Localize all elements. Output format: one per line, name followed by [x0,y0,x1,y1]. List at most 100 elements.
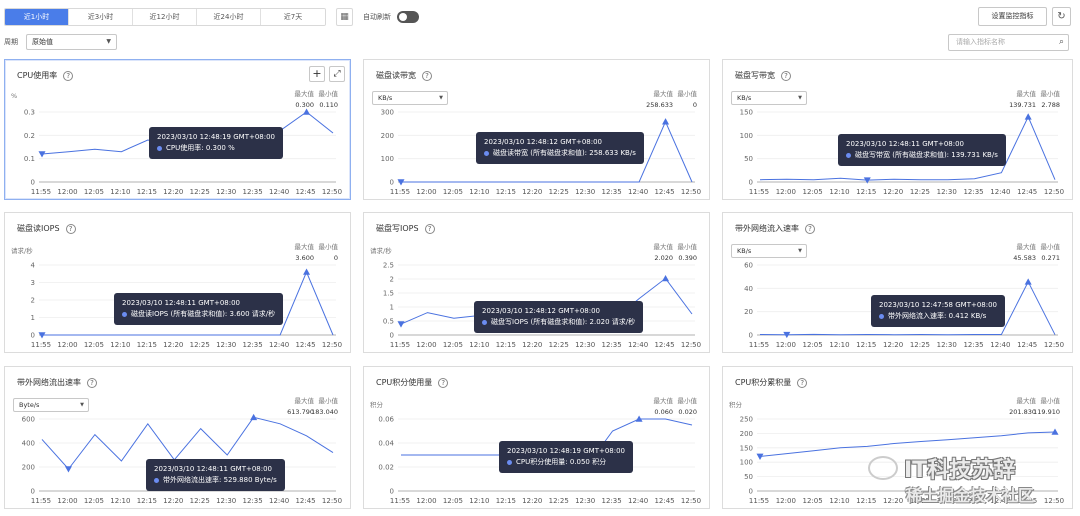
x-tick-label: 12:15 [496,188,516,196]
panel-disk-read-iops[interactable]: 磁盘读IOPS? 请求/秒 最大值 3.600 最小值 0 4 3 2 1 0 11:55 12:00 1… [4,212,351,353]
min-value-label: 最小值 [1040,397,1061,405]
help-icon[interactable]: ? [438,377,449,388]
x-tick-label: 12:40 [628,497,648,505]
chart-tooltip: 2023/03/10 12:48:11 GMT+08:00 磁盘写带宽 (所有磁盘… [838,134,1006,166]
tooltip-time: 2023/03/10 12:48:11 GMT+08:00 [846,140,965,148]
line-chart[interactable]: 600 400 200 011:55 12:00 12:05 12:10 12:15 12:20… [5,367,352,510]
panel-title-text: 磁盘写IOPS [376,224,419,233]
x-tick-label: 12:35 [243,188,263,196]
line-chart[interactable]: 60 40 20 011:55 12:00 12:05 12:10 12:15 12:20 12:… [723,213,1074,354]
x-tick-label: 11:55 [390,341,410,349]
chart-tooltip: 2023/03/10 12:48:19 GMT+08:00 CPU积分使用量: 0… [499,441,634,473]
help-icon[interactable]: ? [424,223,435,234]
panel-disk-write-iops[interactable]: 磁盘写IOPS? 请求/秒 最大值 2.020 最小值 0.390 2.5 2 1.5 1 0.5 0… [363,212,710,353]
unit-select-value: KB/s [737,94,752,102]
unit-select[interactable]: KB/s ▼ [372,91,448,105]
refresh-icon[interactable]: ↻ [1052,7,1071,26]
help-icon[interactable]: ? [805,223,815,234]
max-value: 最大值 258.633 [646,88,673,109]
tooltip-value: CPU使用率: 0.300 % [166,144,235,152]
tab-4[interactable]: 近7天 [261,8,325,25]
tab-0[interactable]: 近1小时 [5,8,69,25]
min-value-label: 最小值 [677,397,698,405]
min-value-value: 119.910 [1033,408,1060,416]
unit-select[interactable]: KB/s ▼ [731,91,807,105]
x-tick-label: 12:20 [522,341,542,349]
tab-3[interactable]: 近24小时 [197,8,261,25]
x-tick-label: 12:30 [937,188,957,196]
legend-dot-icon [482,319,487,325]
tooltip-value-row: 磁盘写带宽 (所有磁盘求和值): 139.731 KB/s [846,150,998,161]
help-icon[interactable]: ? [65,223,76,234]
help-icon[interactable]: ? [797,377,808,388]
min-value-label: 最小值 [677,243,698,251]
unit-select-value: KB/s [378,94,393,102]
tab-1[interactable]: 近3小时 [69,8,133,25]
x-tick-label: 12:05 [84,497,104,505]
period-row: 周期 原始值 ▼ [4,34,117,50]
x-tick-label: 12:40 [990,497,1010,505]
x-tick-label: 12:40 [990,188,1010,196]
zoom-in-icon[interactable]: + [309,66,325,82]
panel-cpu-usage[interactable]: CPU使用率? + ⤢% 最大值 0.300 最小值 0.110 0.3 0.2 0.1 0 11:5… [4,59,351,200]
max-value-label: 最大值 [294,243,315,251]
metric-search-input[interactable]: 请输入指标名称 ⌕ [948,34,1069,51]
help-icon[interactable]: ? [422,70,432,81]
max-value-label: 最大值 [1016,243,1037,251]
x-tick-label: 12:15 [856,188,876,196]
y-tick-label: 0.2 [24,132,35,140]
y-tick-label: 0 [31,488,35,496]
search-icon[interactable]: ⌕ [1058,37,1064,47]
calendar-icon[interactable]: ▦ [336,7,353,26]
unit-select[interactable]: KB/s ▼ [731,244,807,258]
x-tick-label: 12:35 [602,188,622,196]
fullscreen-icon[interactable]: ⤢ [329,66,345,82]
panel-disk-write-bw[interactable]: 磁盘写带宽? KB/s ▼ 最大值 139.731 最小值 2.788 150 100 50 0 11… [722,59,1073,200]
x-tick-label: 12:35 [602,341,622,349]
x-tick-label: 12:40 [269,341,289,349]
panel-disk-read-bw[interactable]: 磁盘读带宽? KB/s ▼ 最大值 258.633 最小值 0 300 200 100 0 11:55… [363,59,710,200]
x-tick-label: 12:50 [322,188,342,196]
x-tick-label: 12:20 [883,188,903,196]
line-chart[interactable]: 150 100 50 011:55 12:00 12:05 12:10 12:15 12:20 1… [723,60,1074,201]
x-tick-label: 12:45 [295,497,315,505]
set-monitoring-metrics-button[interactable]: 设置监控指标 [978,7,1047,26]
y-tick-label: 200 [740,430,753,438]
x-tick-label: 12:10 [110,497,130,505]
min-value: 最小值 2.788 [1041,88,1061,109]
x-tick-label: 11:55 [390,497,410,505]
x-tick-label: 12:15 [496,341,516,349]
help-icon[interactable]: ? [63,70,74,81]
help-icon[interactable]: ? [87,377,97,388]
period-select[interactable]: 原始值 ▼ [26,34,117,50]
x-tick-label: 12:05 [803,188,823,196]
tooltip-value: 磁盘写IOPS (所有磁盘求和值): 2.020 请求/秒 [491,318,636,326]
x-tick-label: 12:30 [216,188,236,196]
series-line [759,280,1056,336]
help-icon[interactable]: ? [781,70,791,81]
x-tick-label: 12:50 [322,341,342,349]
panel-net-in-rate[interactable]: 带外网络流入速率? KB/s ▼ 最大值 45.583 最小值 0.271 60 40 20 0 11… [722,212,1073,353]
tab-2[interactable]: 近12小时 [133,8,197,25]
x-tick-label: 12:20 [522,188,542,196]
x-tick-label: 12:15 [137,497,157,505]
y-tick-label: 250 [740,416,753,424]
line-chart[interactable]: 250 200 150 100 50 011:55 12:00 12:05 12:10 12:15… [723,367,1074,510]
panel-net-out-rate[interactable]: 带外网络流出速率? Byte/s ▼ 最大值 613.790 最小值 183.040 600 4… [4,366,351,509]
tooltip-value-row: 带外网络流入速率: 0.412 KB/s [879,311,997,322]
y-tick-label: 150 [740,444,753,452]
max-marker [303,108,311,115]
panel-cpu-credit-balance[interactable]: CPU积分累积量? 积分 最大值 201.830 最小值 119.910 250 200 150… [722,366,1073,509]
x-tick-label: 11:55 [31,341,51,349]
max-marker [635,415,643,422]
chart-tooltip: 2023/03/10 12:48:12 GMT+08:00 磁盘读带宽 (所有磁盘… [476,132,644,164]
auto-refresh-toggle[interactable] [397,10,419,23]
x-tick-label: 12:45 [295,188,315,196]
unit-select[interactable]: Byte/s ▼ [13,398,89,412]
panel-cpu-credit-usage[interactable]: CPU积分使用量? 积分 最大值 0.060 最小值 0.020 0.06 0.04 0.02 0… [363,366,710,509]
tooltip-time: 2023/03/10 12:48:11 GMT+08:00 [154,465,273,473]
panel-title-text: 磁盘读带宽 [376,71,416,80]
